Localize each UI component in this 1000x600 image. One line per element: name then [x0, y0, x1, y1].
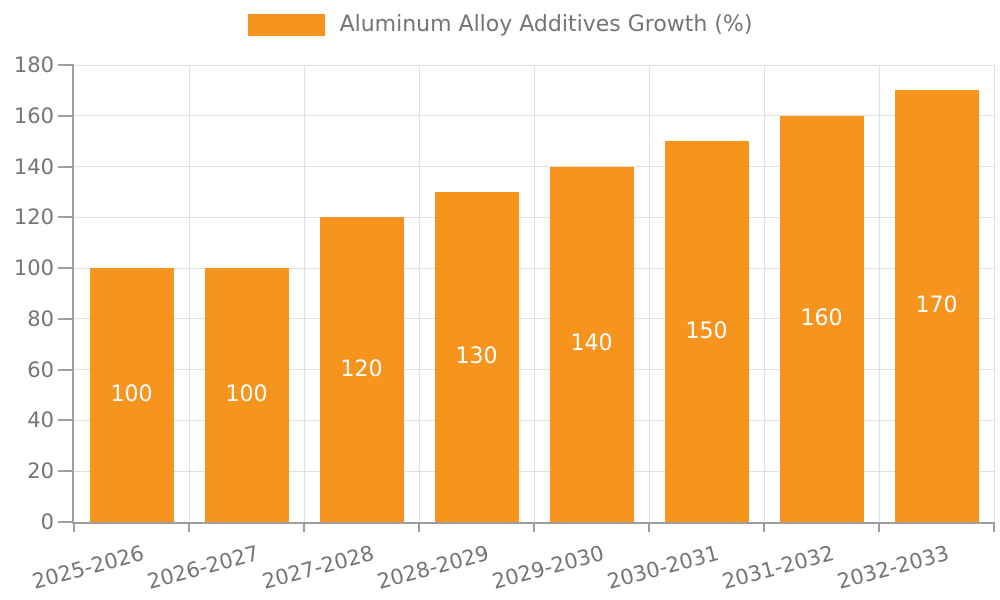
bar-value-label: 130 [455, 343, 498, 369]
y-axis-tick [58, 317, 74, 320]
legend[interactable]: Aluminum Alloy Additives Growth (%) [0, 12, 1000, 37]
x-axis-tick [993, 522, 995, 532]
y-axis-tick [58, 368, 74, 371]
x-axis-tick [188, 522, 190, 532]
bar[interactable] [204, 268, 289, 522]
y-axis-tick-label: 140 [13, 154, 54, 179]
y-axis-tick [58, 267, 74, 270]
bar-value-label: 160 [800, 305, 843, 331]
y-axis-tick-label: 20 [27, 459, 54, 484]
y-axis-tick-label: 160 [13, 103, 54, 128]
bar-value-label: 100 [225, 382, 268, 408]
bar[interactable] [549, 166, 634, 522]
y-axis-tick-label: 100 [13, 256, 54, 281]
gridline-vertical [993, 65, 995, 522]
y-axis-tick [58, 419, 74, 422]
x-axis-tick [878, 522, 880, 532]
y-axis-tick [58, 165, 74, 168]
legend-label: Aluminum Alloy Additives Growth (%) [339, 12, 753, 37]
bar[interactable] [894, 90, 979, 522]
y-axis-tick-label: 0 [40, 510, 54, 534]
bar-value-label: 100 [110, 382, 153, 408]
gridline-vertical [648, 65, 650, 522]
y-axis-tick [58, 470, 74, 473]
bar-value-label: 150 [685, 318, 728, 344]
y-axis-tick-label: 180 [13, 53, 54, 77]
bar[interactable] [434, 191, 519, 522]
gridline-vertical [418, 65, 420, 522]
bar[interactable] [664, 141, 749, 522]
y-axis-tick-label: 60 [27, 357, 54, 382]
y-axis-tick [58, 521, 74, 523]
gridline-vertical [763, 65, 765, 522]
bar-value-label: 120 [340, 356, 383, 382]
y-axis-line [72, 65, 74, 524]
x-axis-tick [533, 522, 535, 532]
bar-value-label: 170 [915, 293, 958, 319]
bar-value-label: 140 [570, 331, 613, 357]
y-axis-tick [58, 114, 74, 117]
x-axis-line [72, 522, 994, 524]
x-axis-tick [73, 522, 75, 532]
gridline-vertical [878, 65, 880, 522]
bar[interactable] [89, 268, 174, 522]
y-axis-tick [58, 216, 74, 219]
legend-swatch [247, 13, 325, 36]
y-axis-tick [58, 64, 74, 66]
bar[interactable] [319, 217, 404, 522]
gridline-vertical [303, 65, 305, 522]
y-axis-tick-label: 80 [27, 306, 54, 331]
gridline-vertical [188, 65, 190, 522]
bar[interactable] [779, 115, 864, 522]
y-axis-tick-label: 40 [27, 408, 54, 433]
y-axis-tick-label: 120 [13, 205, 54, 230]
x-axis-tick [763, 522, 765, 532]
gridline-vertical [533, 65, 535, 522]
x-axis-tick [303, 522, 305, 532]
x-axis-tick [418, 522, 420, 532]
x-axis-tick [648, 522, 650, 532]
